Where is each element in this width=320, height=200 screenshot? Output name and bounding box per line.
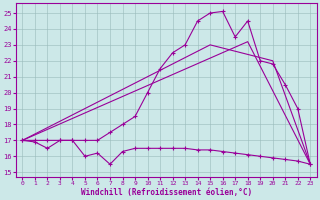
X-axis label: Windchill (Refroidissement éolien,°C): Windchill (Refroidissement éolien,°C) — [81, 188, 252, 197]
